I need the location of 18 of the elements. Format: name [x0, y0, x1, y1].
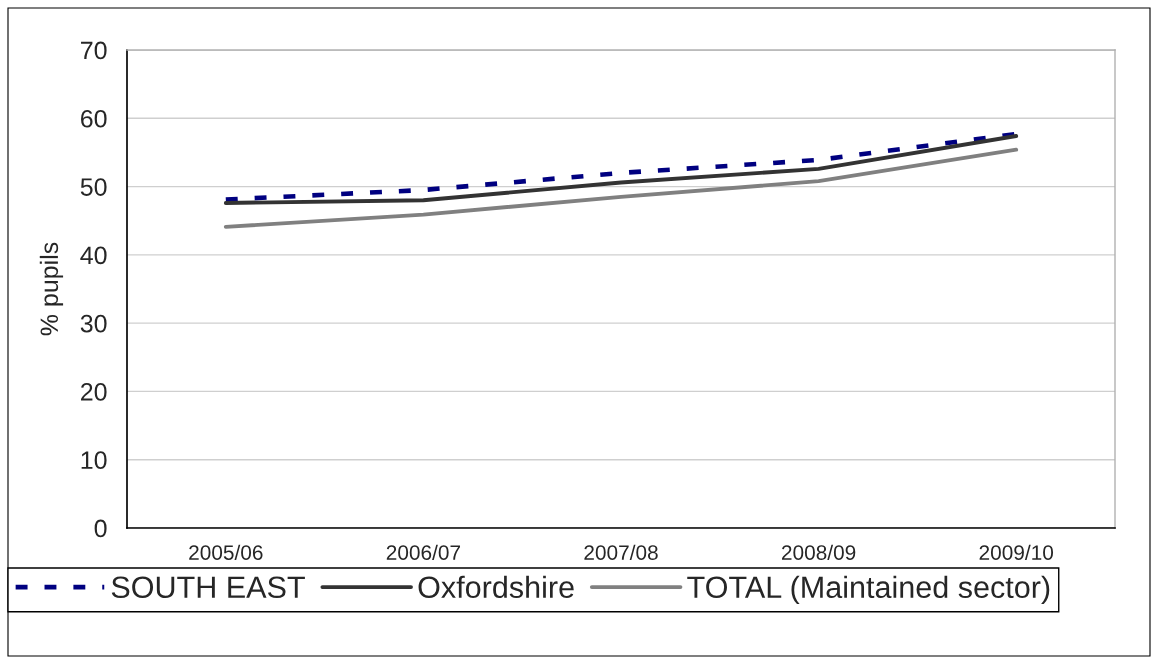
y-tick-label: 0 — [94, 519, 107, 538]
legend-label: Oxfordshire — [418, 575, 574, 599]
x-tick-label: 2008/09 — [782, 544, 856, 560]
legend-label: SOUTH EAST — [111, 576, 305, 599]
x-tick-label: 2007/08 — [584, 544, 658, 560]
line-series — [223, 147, 1019, 229]
y-tick-label: 50 — [80, 178, 107, 196]
y-axis-title: % pupils — [39, 242, 64, 336]
x-tick-label: 2006/07 — [386, 544, 461, 560]
y-tick-label: 40 — [80, 246, 107, 265]
x-tick-label: 2009/10 — [979, 544, 1054, 560]
y-tick-label: 20 — [81, 383, 107, 401]
legend-label: TOTAL (Maintained sector) — [687, 575, 1050, 605]
x-tick-label: 2005/06 — [189, 544, 263, 560]
y-tick-label: 60 — [81, 109, 107, 128]
y-tick-label: 30 — [80, 314, 107, 333]
y-tick-label: 10 — [81, 451, 107, 470]
y-tick-label: 70 — [81, 41, 107, 60]
